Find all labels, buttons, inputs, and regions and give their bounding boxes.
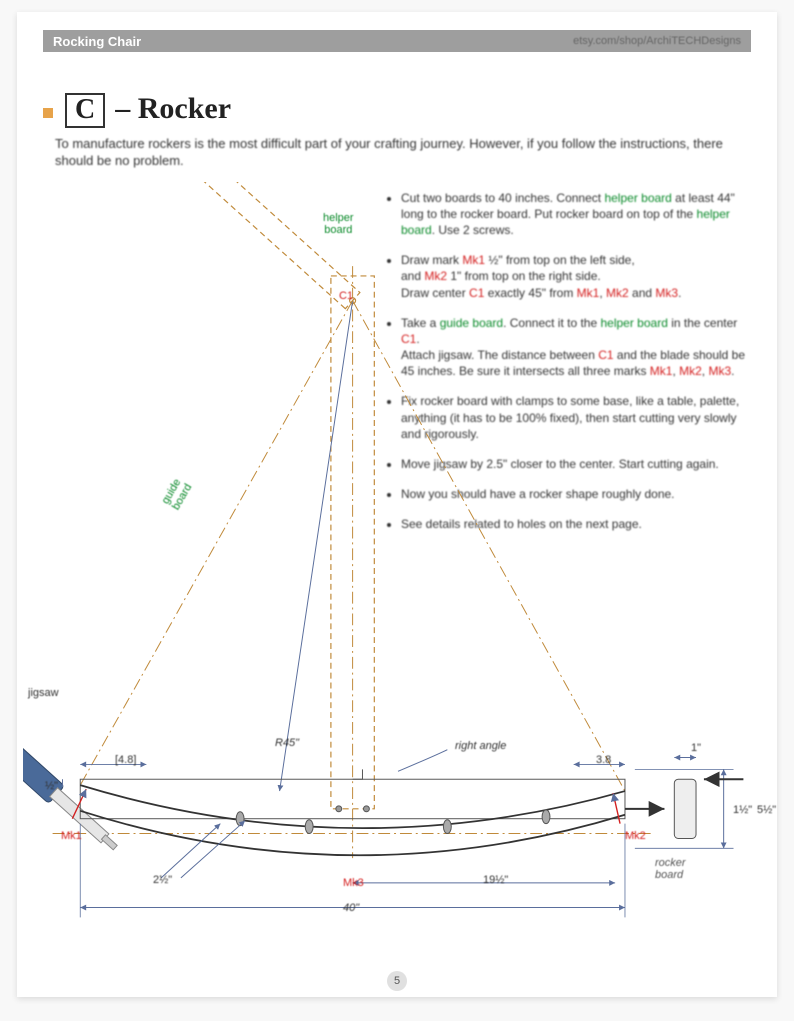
header: Rocking Chair etsy.com/shop/ArchiTECHDes… [43, 12, 751, 64]
header-left: Rocking Chair [53, 34, 141, 49]
dim-half: ½" [45, 780, 58, 792]
dim-2-5: 2½" [153, 874, 172, 886]
page-number: 5 [387, 971, 407, 991]
accent-square-icon [43, 108, 53, 118]
label-helper-board: helper board [323, 212, 354, 236]
dim-1-5: 1½" [733, 804, 752, 816]
section-name: – Rocker [115, 92, 231, 126]
dim-5-5: 5½" [757, 804, 776, 816]
dim-40: 40" [343, 902, 359, 914]
page: Rocking Chair etsy.com/shop/ArchiTECHDes… [17, 12, 777, 997]
body: Cut two boards to 40 inches. Connect hel… [43, 182, 751, 962]
label-mk1: Mk1 [61, 830, 82, 842]
section-title: C – Rocker [43, 92, 751, 128]
label-jigsaw: jigsaw [28, 687, 59, 699]
dim-1: 1" [691, 742, 701, 754]
dim-48: [4.8] [115, 754, 136, 766]
header-right: etsy.com/shop/ArchiTECHDesigns [573, 35, 741, 47]
intro-text: To manufacture rockers is the most diffi… [55, 136, 739, 170]
label-mk2: Mk2 [625, 830, 646, 842]
section-letter: C [65, 93, 105, 128]
rocker-diagram [23, 182, 773, 962]
label-r45: R45" [275, 737, 299, 749]
dim-38: 3.8 [596, 754, 611, 766]
label-c1: C1 [339, 290, 353, 302]
label-right-angle: right angle [455, 740, 506, 752]
header-strip: Rocking Chair etsy.com/shop/ArchiTECHDes… [43, 30, 751, 52]
label-rocker-board: rocker board [655, 857, 686, 881]
dim-19-5: 19½" [483, 874, 508, 886]
label-mk3: Mk3 [343, 877, 364, 889]
